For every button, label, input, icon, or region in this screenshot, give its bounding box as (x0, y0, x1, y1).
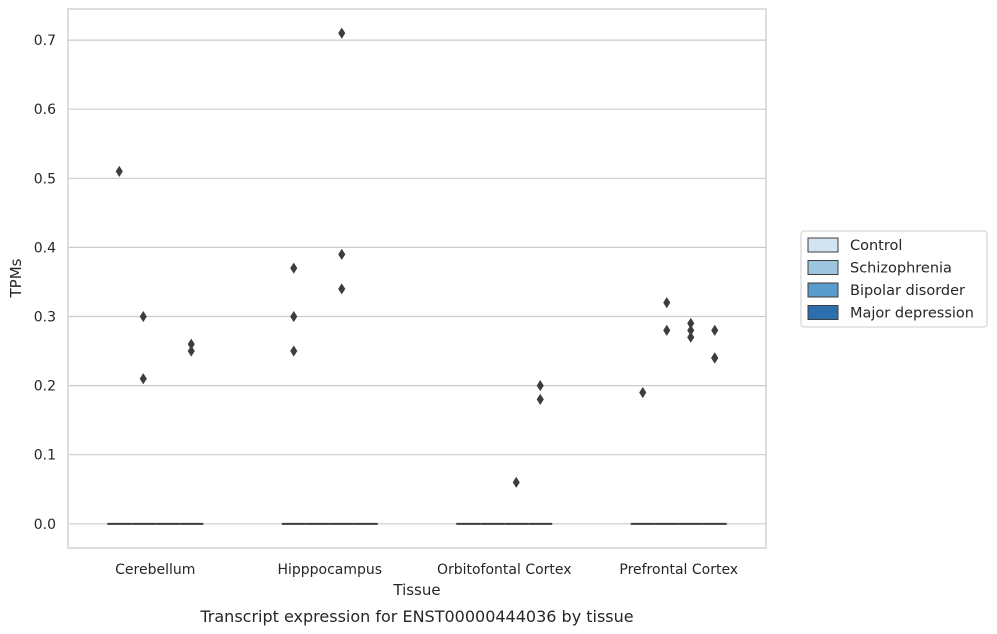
legend-label: Major depression (850, 306, 974, 322)
outlier-point (639, 386, 647, 399)
plot-area (67, 8, 767, 549)
y-tick-label: 0.3 (34, 310, 56, 326)
y-tick-label: 0.5 (34, 171, 56, 187)
outlier-point (338, 248, 346, 260)
outlier-points (115, 27, 719, 488)
outlier-point (512, 476, 520, 488)
x-tick-label: Orbitofontal Cortex (437, 562, 572, 578)
y-tick-label: 0.6 (34, 102, 56, 118)
outlier-point (115, 165, 123, 177)
chart-caption: Transcript expression for ENST0000044403… (199, 607, 633, 626)
legend-swatch (807, 237, 839, 253)
x-tick-label: Hipppocampus (277, 562, 382, 578)
outlier-point (663, 324, 671, 336)
outlier-point (711, 352, 719, 364)
outlier-point (290, 310, 298, 323)
legend-swatch (807, 282, 839, 298)
legend-label: Schizophrenia (850, 261, 952, 277)
y-tick-label: 0.2 (34, 379, 56, 395)
legend-swatch (807, 305, 839, 320)
outlier-point (536, 393, 544, 405)
legend-label: Bipolar disorder (850, 283, 965, 299)
y-axis-title: TPMs (7, 258, 25, 298)
legend-frame (800, 230, 988, 328)
outlier-point (338, 283, 346, 295)
grid-lines (68, 39, 766, 525)
outlier-point (139, 310, 147, 323)
y-tick-label: 0.7 (34, 33, 56, 49)
outlier-point (187, 345, 195, 357)
y-tick-label: 0.1 (34, 448, 56, 464)
outlier-point (290, 345, 298, 357)
outlier-point (290, 262, 298, 274)
x-axis-title: Tissue (392, 581, 440, 599)
legend-swatch (807, 260, 839, 275)
outlier-point (139, 373, 147, 385)
legend: Control Schizophrenia Bipolar disorder Majo… (800, 230, 988, 328)
x-tick-label: Cerebellum (115, 562, 195, 578)
x-axis-ticks: Cerebellum Hipppocampus Orbitofontal Corte… (115, 562, 738, 578)
outlier-point (711, 324, 719, 336)
legend-label: Control (850, 238, 902, 254)
y-tick-label: 0.0 (34, 517, 56, 533)
y-tick-label: 0.4 (34, 240, 56, 256)
x-tick-label: Prefrontal Cortex (619, 562, 738, 578)
outlier-point (536, 380, 544, 392)
outlier-point (338, 27, 346, 39)
y-axis-ticks: 0.0 0.1 0.2 0.3 0.4 0.5 0.6 0.7 (34, 33, 56, 533)
outlier-point (687, 331, 695, 343)
outlier-point (663, 297, 671, 309)
